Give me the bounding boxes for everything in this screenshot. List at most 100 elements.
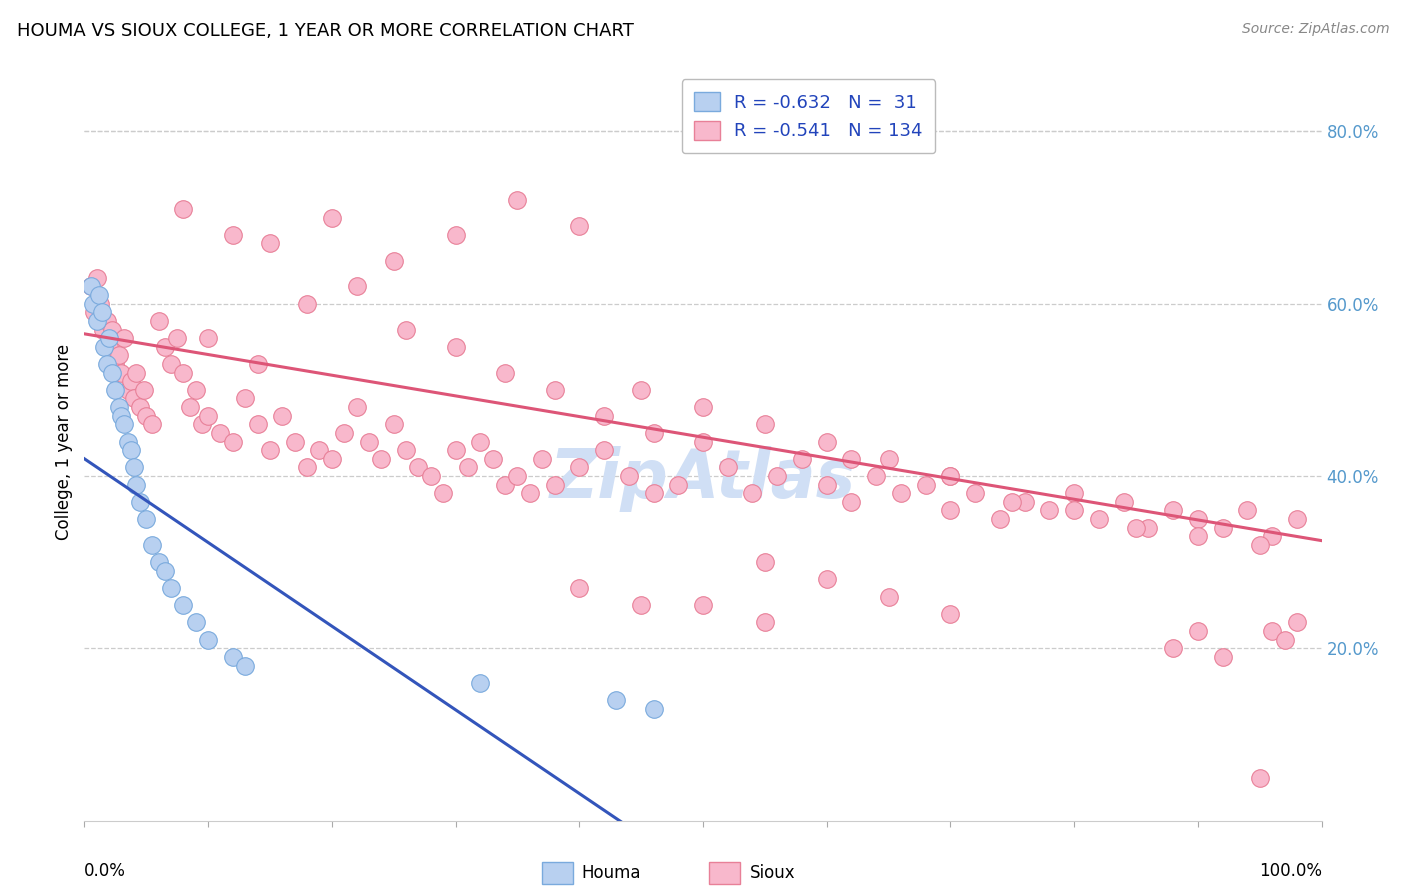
Point (141, 417, 163, 432)
Point (98, 340, 121, 354)
Point (90, 305, 112, 319)
Point (939, 469, 962, 483)
Point (1137, 521, 1160, 535)
Point (790, 451, 813, 466)
Point (666, 477, 689, 491)
Point (370, 451, 392, 466)
Point (432, 486, 454, 500)
Point (1187, 529, 1209, 543)
Point (112, 331, 135, 345)
Point (259, 236, 281, 251)
Point (333, 425, 356, 440)
Point (1001, 495, 1024, 509)
Point (222, 434, 245, 449)
Point (470, 675, 492, 690)
Point (382, 417, 405, 432)
Point (1212, 521, 1234, 535)
Point (1261, 624, 1284, 639)
Point (519, 486, 541, 500)
Point (457, 460, 479, 475)
Point (877, 590, 900, 604)
Point (470, 434, 492, 449)
Point (110, 366, 132, 380)
Point (494, 477, 516, 491)
Point (815, 477, 838, 491)
Point (1285, 512, 1308, 526)
Point (83, 305, 105, 319)
Point (321, 451, 343, 466)
Point (692, 599, 714, 613)
Point (135, 409, 157, 423)
Point (93, 340, 115, 354)
Point (82, 296, 104, 310)
Point (395, 322, 418, 336)
Point (1161, 641, 1184, 656)
Point (766, 469, 789, 483)
Point (568, 581, 591, 595)
Point (617, 469, 640, 483)
Text: Houma: Houma (582, 864, 641, 882)
Point (98, 331, 121, 345)
Point (125, 477, 148, 491)
Point (122, 460, 145, 475)
Point (246, 417, 269, 432)
Point (408, 460, 430, 475)
Point (295, 460, 318, 475)
Point (222, 227, 245, 242)
Point (153, 340, 176, 354)
Point (184, 615, 207, 630)
Point (865, 469, 887, 483)
Text: 100.0%: 100.0% (1258, 863, 1322, 880)
Point (125, 366, 148, 380)
Point (841, 451, 863, 466)
Point (1125, 521, 1147, 535)
Point (494, 366, 516, 380)
Point (444, 443, 467, 458)
Point (692, 400, 714, 414)
Point (815, 434, 838, 449)
Point (284, 434, 307, 449)
Point (233, 392, 256, 406)
Point (153, 564, 176, 578)
Point (172, 599, 194, 613)
Point (148, 314, 170, 328)
Point (543, 477, 565, 491)
Point (419, 469, 441, 483)
Point (120, 443, 142, 458)
Point (172, 202, 194, 216)
Point (197, 632, 219, 647)
Point (209, 425, 232, 440)
Point (166, 331, 188, 345)
Point (630, 383, 652, 397)
Point (1063, 486, 1085, 500)
Point (141, 538, 163, 552)
Point (877, 451, 900, 466)
Point (1088, 512, 1111, 526)
Point (110, 409, 132, 423)
Point (1249, 538, 1271, 552)
FancyBboxPatch shape (543, 863, 574, 884)
Point (122, 392, 145, 406)
Point (568, 460, 591, 475)
Point (100, 366, 122, 380)
Point (643, 486, 665, 500)
Point (965, 486, 987, 500)
Point (120, 374, 142, 388)
Point (1236, 503, 1258, 517)
Point (481, 451, 503, 466)
Point (939, 607, 962, 621)
Point (1285, 615, 1308, 630)
Point (630, 599, 652, 613)
Point (108, 400, 131, 414)
Point (222, 649, 245, 664)
Point (135, 512, 157, 526)
Point (890, 486, 912, 500)
Point (1063, 503, 1085, 517)
Point (104, 383, 127, 397)
Point (79, 279, 101, 293)
Point (91, 322, 114, 336)
Point (346, 400, 368, 414)
Point (1274, 632, 1296, 647)
Point (1187, 512, 1209, 526)
Point (79, 279, 101, 293)
